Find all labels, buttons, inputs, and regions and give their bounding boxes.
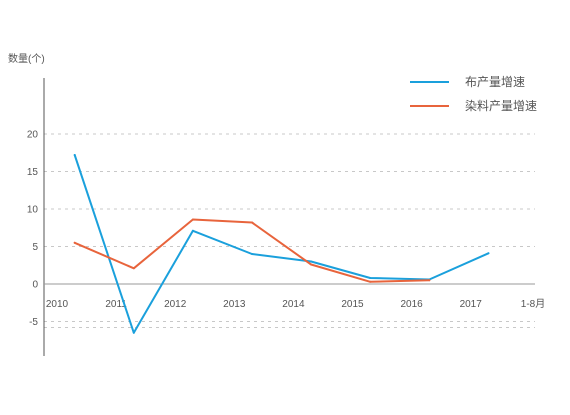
y-tick-labels: 20 15 10 5 0 -5 xyxy=(27,130,39,329)
data-point xyxy=(73,154,76,156)
x-tick-labels: 2010 2011 2012 2013 2014 2015 2016 2017 1-8月 xyxy=(46,298,545,310)
data-point xyxy=(73,241,76,244)
data-point xyxy=(191,218,194,221)
data-point xyxy=(251,253,254,255)
axes xyxy=(43,78,535,356)
grid xyxy=(44,133,535,328)
y-tick-label: -5 xyxy=(29,317,38,328)
series-line-2 xyxy=(73,218,431,283)
data-point xyxy=(132,331,135,334)
data-point xyxy=(310,263,313,266)
y-tick-label: 20 xyxy=(27,130,39,141)
y-tick-label: 5 xyxy=(32,242,38,253)
y-axis-title: 数量(个) xyxy=(8,52,45,65)
data-point xyxy=(251,221,254,224)
y-tick-label: 10 xyxy=(27,205,39,216)
data-point xyxy=(191,229,194,232)
y-tick-label: 0 xyxy=(32,280,38,291)
x-tick-label: 2017 xyxy=(460,299,483,310)
x-tick-label: 2016 xyxy=(400,299,423,310)
data-point xyxy=(132,267,135,270)
x-tick-label: 2014 xyxy=(282,299,305,310)
x-tick-label: 1-8月 xyxy=(521,298,545,310)
legend-label: 染料产量增速 xyxy=(465,98,537,113)
x-tick-label: 2015 xyxy=(341,299,364,310)
y-tick-label: 15 xyxy=(27,167,39,178)
series xyxy=(73,154,490,334)
data-point xyxy=(310,260,313,263)
x-tick-label: 2011 xyxy=(105,299,127,310)
data-point xyxy=(428,279,431,282)
series-line-1 xyxy=(73,154,490,334)
data-point xyxy=(487,252,490,255)
x-tick-label: 2013 xyxy=(223,299,246,310)
legend-label: 布产量增速 xyxy=(465,75,525,89)
x-tick-label: 2010 xyxy=(46,299,69,310)
data-point xyxy=(369,277,372,279)
data-point xyxy=(369,280,372,283)
x-tick-label: 2012 xyxy=(164,299,187,310)
